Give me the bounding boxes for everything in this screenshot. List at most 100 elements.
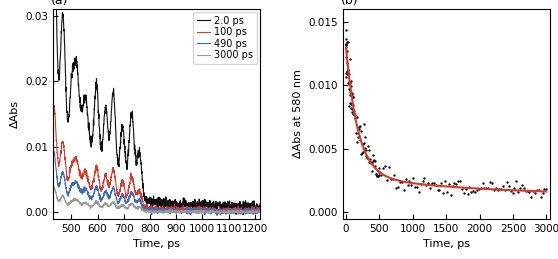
Point [346, 101, 355, 105]
Point [348, 106, 357, 111]
Point [521, 189, 530, 193]
Text: (a): (a) [51, 0, 69, 7]
Point [420, 176, 429, 181]
Point [482, 186, 490, 190]
Point [454, 178, 463, 183]
Y-axis label: ΔAbs: ΔAbs [9, 100, 20, 128]
Point [363, 156, 372, 160]
2.0 ps [119, 126, 126, 130]
100 ps [51, 104, 57, 107]
100 ps [77, 175, 84, 178]
Point [349, 95, 358, 99]
Point [374, 170, 383, 175]
Point [362, 155, 371, 159]
Point [371, 159, 379, 163]
Point [368, 159, 377, 163]
Line: 100 ps: 100 ps [53, 105, 260, 215]
490 ps [119, 194, 126, 197]
Point [495, 187, 504, 191]
Point [441, 178, 450, 183]
490 ps [257, 209, 263, 212]
Point [532, 188, 541, 192]
100 ps [140, 200, 146, 203]
Point [501, 188, 509, 192]
Point [371, 171, 380, 176]
Point [346, 106, 355, 110]
Point [368, 169, 377, 174]
Point [386, 177, 395, 182]
Point [504, 184, 513, 188]
3000 ps [163, 210, 170, 213]
Point [341, 37, 350, 41]
Point [357, 129, 366, 133]
Point [361, 146, 370, 150]
Point [497, 187, 506, 191]
Point [506, 189, 515, 193]
Point [347, 92, 356, 96]
Point [444, 182, 453, 186]
Point [369, 153, 378, 157]
Point [341, 55, 350, 59]
Point [384, 165, 393, 169]
Point [390, 173, 399, 177]
Point [352, 140, 361, 144]
Point [345, 56, 354, 61]
Point [344, 68, 353, 73]
490 ps [77, 190, 84, 193]
Point [342, 28, 351, 32]
Point [354, 135, 363, 139]
Point [350, 112, 359, 117]
Point [341, 41, 350, 46]
Line: 2.0 ps: 2.0 ps [53, 0, 260, 215]
Point [342, 71, 351, 75]
100 ps [119, 180, 126, 183]
Point [373, 174, 382, 178]
Point [343, 81, 352, 85]
Point [362, 148, 371, 152]
Point [422, 183, 431, 187]
Point [369, 158, 378, 162]
Point [351, 116, 360, 120]
Point [465, 185, 474, 189]
Point [344, 81, 353, 85]
Line: 3000 ps: 3000 ps [53, 186, 260, 214]
Point [514, 190, 523, 194]
2.0 ps [158, 206, 165, 209]
Point [372, 172, 381, 176]
Point [542, 187, 551, 191]
3000 ps [50, 186, 56, 189]
Line: 490 ps: 490 ps [53, 151, 260, 214]
3000 ps [158, 210, 165, 213]
Point [343, 71, 352, 75]
Point [353, 131, 362, 135]
490 ps [50, 152, 56, 155]
Point [473, 188, 482, 192]
Point [442, 190, 451, 195]
Point [416, 182, 425, 186]
Point [536, 195, 545, 199]
Point [374, 169, 383, 173]
Point [342, 45, 351, 49]
2.0 ps [257, 202, 263, 205]
Point [502, 181, 511, 185]
Point [360, 122, 369, 126]
2.0 ps [240, 213, 247, 216]
Point [348, 95, 357, 99]
Text: (b): (b) [340, 0, 358, 7]
2.0 ps [140, 186, 146, 189]
Point [355, 125, 364, 129]
Point [516, 186, 525, 190]
Point [411, 185, 420, 189]
Point [370, 164, 379, 168]
100 ps [50, 105, 56, 109]
Point [342, 61, 351, 65]
2.0 ps [163, 202, 170, 205]
Point [358, 151, 367, 155]
Point [342, 49, 351, 53]
Point [366, 161, 375, 166]
Point [341, 43, 350, 47]
Point [469, 189, 478, 193]
2.0 ps [84, 115, 91, 118]
Point [375, 173, 384, 177]
Point [535, 188, 543, 192]
